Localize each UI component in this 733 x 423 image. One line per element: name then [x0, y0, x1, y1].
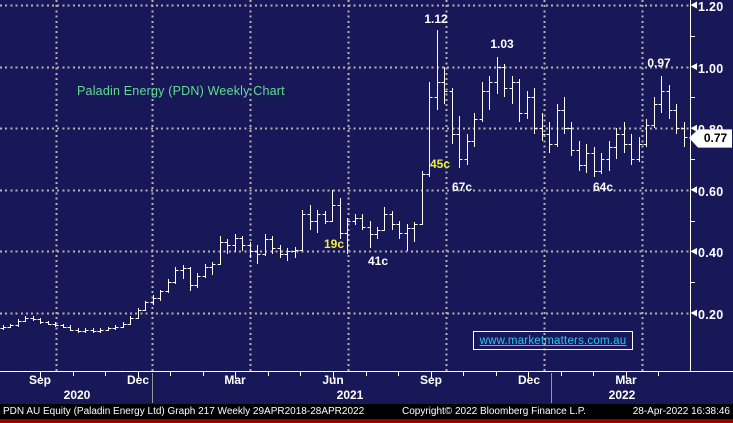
chart-canvas[interactable] — [0, 0, 733, 404]
x-axis-month-label: Sep — [28, 373, 52, 387]
footer-copyright: Copyright© 2022 Bloomberg Finance L.P. — [402, 406, 586, 417]
y-axis-label: 0.40 — [698, 246, 724, 261]
x-axis-month-label: Mar — [615, 373, 637, 387]
y-axis-label: 0.60 — [698, 184, 724, 199]
x-axis-year-label: 2022 — [608, 388, 636, 402]
chart-annotation: 45c — [429, 157, 451, 171]
footer-security-info: PDN AU Equity (Paladin Energy Ltd) Graph… — [3, 406, 365, 417]
x-axis-month-label: Dec — [126, 373, 150, 387]
chart-annotation: 1.03 — [490, 37, 514, 51]
chart-annotation: 67c — [451, 180, 473, 194]
chart-annotation: 1.12 — [424, 12, 448, 26]
y-axis-label: 1.00 — [698, 61, 724, 76]
y-axis-label: 0.20 — [698, 308, 724, 322]
x-axis-year-label: 2020 — [63, 388, 91, 402]
chart-annotation: 0.97 — [647, 56, 671, 70]
watermark-url: www.marketmatters.com.au — [479, 334, 627, 347]
watermark-link[interactable]: www.marketmatters.com.au — [473, 331, 633, 350]
chart-annotation: 19c — [323, 237, 345, 251]
x-axis-month-label: Dec — [517, 373, 541, 387]
footer-bar: PDN AU Equity (Paladin Energy Ltd) Graph… — [0, 404, 733, 419]
x-axis-month-label: Jun — [322, 373, 344, 387]
chart-annotation: 41c — [367, 254, 389, 268]
bottom-red-strip — [0, 419, 733, 423]
last-price-value: 0.77 — [703, 131, 728, 145]
last-price-flag: 0.77 — [689, 129, 732, 148]
chart-annotation: 64c — [592, 180, 614, 194]
x-axis-month-label: Mar — [224, 373, 246, 387]
x-axis-year-label: 2021 — [336, 388, 364, 402]
chart-title: Paladin Energy (PDN) Weekly Chart — [77, 84, 285, 98]
footer-datetime: 28-Apr-2022 16:38:46 — [632, 406, 730, 417]
y-axis-label: 1.20 — [698, 0, 724, 14]
x-axis-month-label: Sep — [419, 373, 443, 387]
